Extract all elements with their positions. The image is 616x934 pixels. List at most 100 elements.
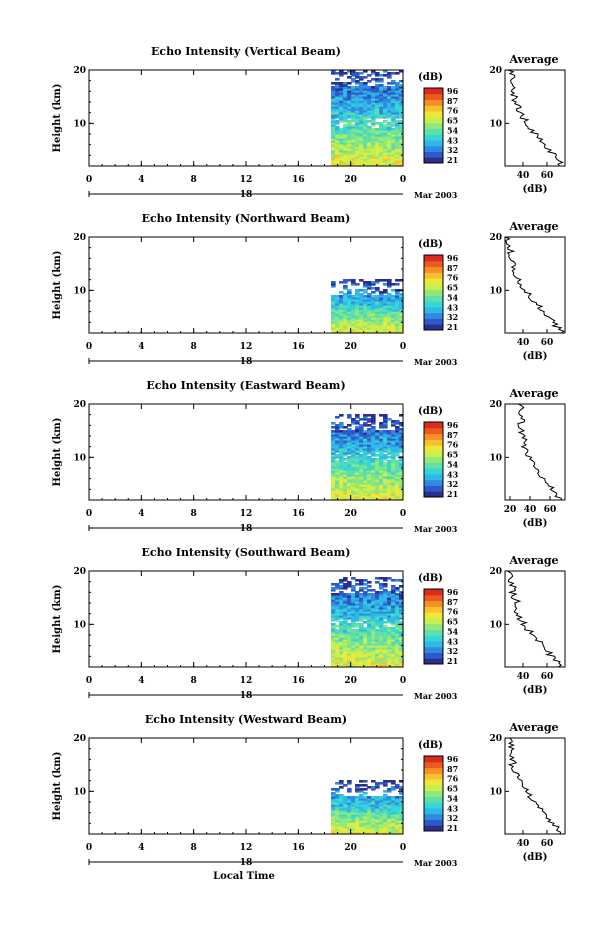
heatmap-cell <box>335 114 340 117</box>
heatmap-cell <box>359 299 364 302</box>
heatmap-cell <box>367 653 372 656</box>
heatmap-cell <box>391 822 396 825</box>
colorbar-tick-label: 87 <box>447 96 458 106</box>
heatmap-cell <box>399 104 404 107</box>
heatmap-cell <box>399 458 404 461</box>
heatmap-cell <box>331 434 336 437</box>
heatmap-cell <box>335 464 340 467</box>
heatmap-cell <box>395 665 400 668</box>
heatmap-cell <box>347 309 352 312</box>
heatmap-cell <box>387 472 392 475</box>
heatmap-cell <box>331 82 336 85</box>
heatmap-cell <box>335 639 340 642</box>
heatmap-cell <box>387 104 392 107</box>
heatmap-cell <box>351 305 356 308</box>
heatmap-cell <box>363 96 368 99</box>
heatmap-cell <box>331 112 336 115</box>
heatmap-cell <box>359 94 364 97</box>
heatmap-cell <box>343 641 348 644</box>
heatmap-cell <box>347 134 352 137</box>
avg-x-tick-label: 60 <box>541 338 554 348</box>
colorbar-swatch <box>424 134 443 141</box>
heatmap-cell <box>339 146 344 149</box>
heatmap-cell <box>395 452 400 455</box>
heatmap-cell <box>379 432 384 435</box>
heatmap-cell <box>339 88 344 91</box>
heatmap-cell <box>363 627 368 630</box>
heatmap-cell <box>331 317 336 320</box>
heatmap-cell <box>379 456 384 459</box>
heatmap-cell <box>367 297 372 300</box>
heatmap-cell <box>387 132 392 135</box>
heatmap-cell <box>355 603 360 606</box>
heatmap-cell <box>339 637 344 640</box>
heatmap-cell <box>387 460 392 463</box>
heatmap-cell <box>367 629 372 632</box>
heatmap-cell <box>391 317 396 320</box>
heatmap-cell <box>363 450 368 453</box>
heatmap-cell <box>343 158 348 161</box>
heatmap-cell <box>375 462 380 465</box>
heatmap-cell <box>335 428 340 431</box>
heatmap-cell <box>335 323 340 326</box>
heatmap-cell <box>363 106 368 109</box>
heatmap-cell <box>331 635 336 638</box>
heatmap-cell <box>379 621 384 624</box>
heatmap-cell <box>339 635 344 638</box>
heatmap-cell <box>375 327 380 330</box>
heatmap-cell <box>355 474 360 477</box>
heatmap-cell <box>339 96 344 99</box>
x-tick-label: 16 <box>292 676 305 686</box>
heatmap-cell <box>347 148 352 151</box>
heatmap-cell <box>387 492 392 495</box>
heatmap-cell <box>331 436 336 439</box>
heatmap-cell <box>367 828 372 831</box>
heatmap-cell <box>351 808 356 811</box>
heatmap-cell <box>379 156 384 159</box>
heatmap-cell <box>355 814 360 817</box>
heatmap-cell <box>359 92 364 95</box>
heatmap-cell <box>339 599 344 602</box>
heatmap-cell <box>363 82 368 85</box>
heatmap-cell <box>387 593 392 596</box>
heatmap-cell <box>339 593 344 596</box>
heatmap-cell <box>331 94 336 97</box>
heatmap-cell <box>339 92 344 95</box>
heatmap-cell <box>371 824 376 827</box>
heatmap-cell <box>355 788 360 791</box>
colorbar-tick-label: 65 <box>447 116 458 126</box>
heatmap-cell <box>339 454 344 457</box>
heatmap-cell <box>379 595 384 598</box>
heatmap-cell <box>343 623 348 626</box>
heatmap-cell <box>383 438 388 441</box>
heatmap-cell <box>359 583 364 586</box>
heatmap-cell <box>359 466 364 469</box>
heatmap-cell <box>375 655 380 658</box>
heatmap-cell <box>395 138 400 141</box>
heatmap-cell <box>395 462 400 465</box>
heatmap-cell <box>387 498 392 501</box>
heatmap-cell <box>395 438 400 441</box>
heatmap-cell <box>395 647 400 650</box>
heatmap-cell <box>363 90 368 93</box>
heatmap-cell <box>359 784 364 787</box>
heatmap-cell <box>359 480 364 483</box>
heatmap-cell <box>343 124 348 127</box>
heatmap-cell <box>399 808 404 811</box>
heatmap-cell <box>335 462 340 465</box>
heatmap-cell <box>367 325 372 328</box>
heatmap-cell <box>399 605 404 608</box>
heatmap-cell <box>343 72 348 75</box>
heatmap-cell <box>371 611 376 614</box>
heatmap-cell <box>351 832 356 835</box>
heatmap-cell <box>367 120 372 123</box>
heatmap-cell <box>371 494 376 497</box>
heatmap-cell <box>331 86 336 89</box>
heatmap-cell <box>363 466 368 469</box>
heatmap-cell <box>379 657 384 660</box>
x-tick-label: 12 <box>240 342 253 352</box>
heatmap-cell <box>383 798 388 801</box>
heatmap-cell <box>343 480 348 483</box>
heatmap-cell <box>351 653 356 656</box>
heatmap-cell <box>363 468 368 471</box>
